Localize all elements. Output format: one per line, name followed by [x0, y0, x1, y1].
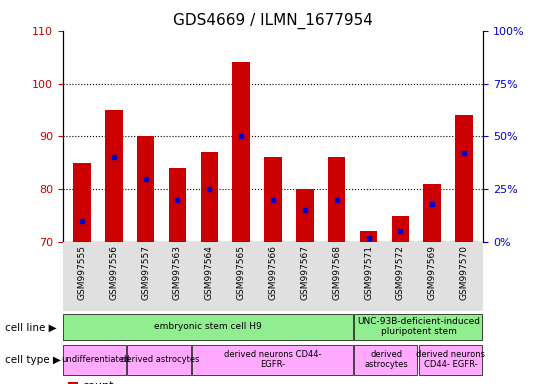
Title: GDS4669 / ILMN_1677954: GDS4669 / ILMN_1677954: [173, 13, 373, 29]
Bar: [63, 242, 483, 311]
Bar: [354, 314, 482, 340]
Text: GSM997572: GSM997572: [396, 245, 405, 300]
Bar: [200, 152, 218, 242]
Text: embryonic stem cell H9: embryonic stem cell H9: [155, 322, 262, 331]
Bar: [137, 136, 155, 242]
Bar: [63, 345, 126, 375]
Bar: [105, 110, 122, 242]
Text: GSM997557: GSM997557: [141, 245, 150, 300]
Bar: [360, 231, 377, 242]
Bar: [391, 215, 409, 242]
Text: derived neurons
CD44- EGFR-: derived neurons CD44- EGFR-: [417, 350, 485, 369]
Text: GSM997563: GSM997563: [173, 245, 182, 300]
Bar: [73, 163, 91, 242]
Text: GSM997556: GSM997556: [109, 245, 118, 300]
Text: GSM997566: GSM997566: [269, 245, 277, 300]
Text: derived
astrocytes: derived astrocytes: [364, 350, 408, 369]
Text: derived astrocytes: derived astrocytes: [121, 355, 199, 364]
Text: GSM997569: GSM997569: [428, 245, 437, 300]
Bar: [192, 345, 353, 375]
Text: GSM997564: GSM997564: [205, 245, 214, 300]
Text: count: count: [82, 381, 114, 384]
Bar: [354, 345, 417, 375]
Text: derived neurons CD44-
EGFR-: derived neurons CD44- EGFR-: [224, 350, 322, 369]
Text: GSM997568: GSM997568: [332, 245, 341, 300]
Bar: [127, 345, 191, 375]
Text: undifferentiated: undifferentiated: [61, 355, 129, 364]
Text: GSM997565: GSM997565: [236, 245, 246, 300]
Bar: [169, 168, 186, 242]
Bar: [264, 157, 282, 242]
Text: cell line ▶: cell line ▶: [5, 322, 57, 333]
Bar: [328, 157, 346, 242]
Text: GSM997571: GSM997571: [364, 245, 373, 300]
Bar: [455, 115, 473, 242]
Text: GSM997567: GSM997567: [300, 245, 310, 300]
Bar: [296, 189, 313, 242]
Text: GSM997570: GSM997570: [460, 245, 468, 300]
Bar: [419, 345, 482, 375]
Bar: [424, 184, 441, 242]
Bar: [233, 62, 250, 242]
Text: GSM997555: GSM997555: [78, 245, 86, 300]
Bar: [63, 314, 353, 340]
Text: UNC-93B-deficient-induced
pluripotent stem: UNC-93B-deficient-induced pluripotent st…: [357, 317, 480, 336]
Text: cell type ▶: cell type ▶: [5, 355, 61, 365]
